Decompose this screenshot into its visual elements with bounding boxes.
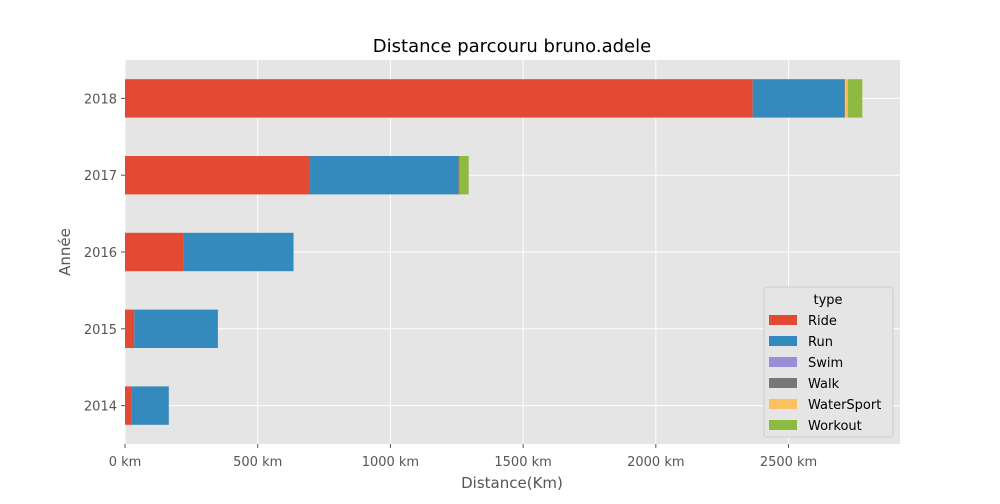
y-tick-label: 2015 bbox=[84, 323, 117, 338]
bar-ride-2018 bbox=[125, 79, 753, 118]
legend-label-run: Run bbox=[808, 335, 833, 350]
legend-title: type bbox=[813, 293, 842, 308]
bar-run-2016 bbox=[183, 232, 294, 272]
bar-ride-2016 bbox=[125, 232, 184, 272]
legend-label-walk: Walk bbox=[808, 377, 840, 392]
bar-run-2017 bbox=[309, 156, 459, 195]
bar-walk-2017 bbox=[458, 156, 460, 195]
x-tick-label: 1500 km bbox=[494, 455, 551, 470]
legend-swatch-workout bbox=[769, 420, 797, 430]
legend-swatch-run bbox=[769, 336, 797, 346]
x-axis-label: Distance(Km) bbox=[461, 474, 563, 492]
x-tick-label: 0 km bbox=[109, 455, 142, 470]
x-tick-label: 2000 km bbox=[627, 455, 684, 470]
bars bbox=[125, 79, 863, 425]
y-tick-label: 2017 bbox=[84, 169, 117, 184]
legend-label-swim: Swim bbox=[808, 356, 843, 371]
bar-run-2015 bbox=[134, 309, 218, 348]
legend-swatch-watersport bbox=[769, 399, 797, 409]
y-axis-label: Année bbox=[56, 228, 74, 276]
legend-swatch-ride bbox=[769, 315, 797, 325]
y-axis-ticks: 2014 2015 2016 2017 2018 bbox=[84, 92, 125, 415]
x-tick-label: 500 km bbox=[233, 455, 282, 470]
x-axis-ticks: 0 km 500 km 1000 km 1500 km 2000 km 2500 km bbox=[109, 444, 817, 470]
bar-run-2014 bbox=[131, 386, 169, 425]
bar-run-2018 bbox=[752, 79, 845, 118]
legend-label-workout: Workout bbox=[808, 419, 862, 434]
y-tick-label: 2014 bbox=[84, 400, 117, 415]
bar-ride-2014 bbox=[125, 386, 132, 425]
bar-ride-2015 bbox=[125, 309, 135, 348]
bar-workout-2017 bbox=[459, 156, 469, 195]
legend-swatch-walk bbox=[769, 378, 797, 388]
x-tick-label: 2500 km bbox=[760, 455, 817, 470]
legend-swatch-swim bbox=[769, 357, 797, 367]
y-tick-label: 2018 bbox=[84, 92, 117, 107]
bar-watersport-2018 bbox=[845, 79, 848, 118]
x-tick-label: 1000 km bbox=[362, 455, 419, 470]
y-tick-label: 2016 bbox=[84, 246, 117, 261]
bar-ride-2017 bbox=[125, 156, 310, 195]
chart-title: Distance parcouru bruno.adele bbox=[373, 36, 651, 57]
bar-walk-2018 bbox=[844, 79, 846, 118]
legend: type Ride Run Swim Walk WaterSport Workout bbox=[763, 286, 894, 438]
legend-label-watersport: WaterSport bbox=[808, 398, 881, 413]
bar-workout-2018 bbox=[847, 79, 863, 118]
legend-label-ride: Ride bbox=[808, 314, 837, 329]
